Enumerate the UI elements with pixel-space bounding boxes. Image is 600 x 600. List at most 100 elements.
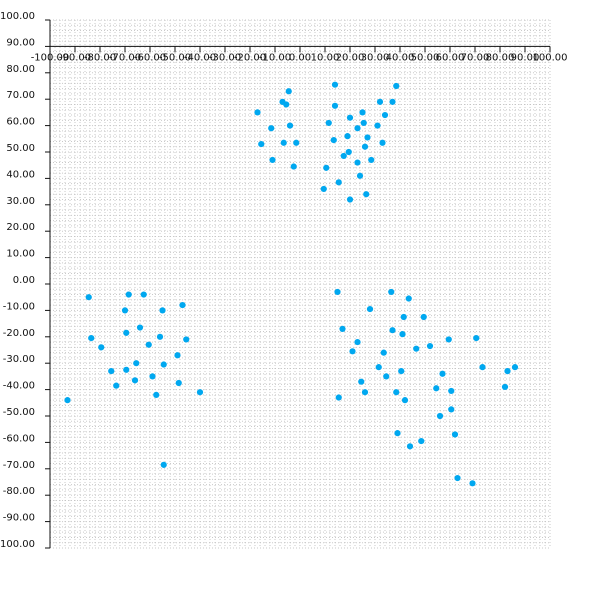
data-point — [400, 313, 407, 321]
data-point — [354, 125, 361, 132]
data-point — [254, 109, 261, 116]
data-point — [330, 137, 337, 144]
data-point — [340, 152, 347, 160]
data-point — [160, 361, 167, 368]
y-tick-label: 60.00 — [6, 117, 35, 128]
x-tick-label: 10.00 — [311, 52, 340, 63]
data-point — [293, 139, 300, 146]
data-point — [420, 313, 427, 321]
data-point — [345, 148, 352, 156]
data-point — [439, 370, 446, 377]
data-point — [393, 389, 400, 396]
x-tick-label: -40.00 — [184, 52, 216, 63]
y-tick-label: 80.00 — [6, 64, 35, 75]
y-tick-label: 90.00 — [6, 37, 35, 48]
y-tick-label: 100.00 — [0, 11, 35, 22]
data-point — [364, 134, 371, 141]
data-point — [376, 98, 384, 105]
x-tick-label: 60.00 — [436, 52, 465, 63]
data-points-layer — [64, 81, 519, 487]
y-tick-label: -30.00 — [3, 354, 35, 365]
x-tick-label: 50.00 — [411, 52, 440, 63]
data-point — [368, 156, 375, 164]
data-point — [401, 397, 409, 404]
data-point — [361, 389, 369, 396]
data-point — [426, 342, 434, 350]
x-tick-label: -90.00 — [59, 52, 91, 63]
data-point — [380, 349, 387, 356]
x-tick-label: -50.00 — [159, 52, 191, 63]
data-point — [375, 364, 382, 371]
data-point — [320, 185, 327, 193]
data-point — [379, 139, 386, 146]
data-point — [121, 307, 129, 314]
x-tick-label: 20.00 — [336, 52, 365, 63]
data-point — [389, 327, 396, 334]
data-point — [346, 196, 354, 203]
data-point — [381, 111, 389, 119]
data-point — [366, 305, 374, 313]
data-point — [356, 172, 364, 179]
data-point — [280, 139, 287, 146]
data-point — [179, 302, 186, 309]
x-tick-label: -100.00 — [31, 52, 70, 63]
data-point — [374, 122, 381, 129]
y-tick-label: -100.00 — [0, 539, 35, 550]
data-point — [279, 98, 286, 105]
data-point — [331, 81, 339, 88]
y-tick-label: -60.00 — [3, 433, 35, 444]
data-point — [358, 378, 365, 385]
data-point — [323, 164, 330, 171]
data-point — [346, 114, 354, 121]
x-tick-label: -20.00 — [234, 52, 266, 63]
data-point — [454, 474, 461, 482]
x-tick-label: -10.00 — [259, 52, 291, 63]
data-point — [153, 391, 160, 398]
data-point — [325, 119, 332, 127]
data-point — [140, 291, 147, 298]
data-point — [354, 338, 361, 346]
data-point — [174, 352, 181, 359]
data-point — [393, 82, 400, 90]
data-point — [258, 140, 265, 148]
data-point — [359, 109, 366, 116]
data-point — [331, 102, 339, 109]
y-tick-label: -50.00 — [3, 407, 35, 418]
y-tick-label: -20.00 — [3, 328, 35, 339]
data-point — [360, 119, 367, 127]
data-point — [268, 125, 275, 132]
data-point — [85, 294, 92, 301]
data-point — [344, 133, 351, 140]
data-point — [64, 397, 71, 404]
y-tick-label: 0.00 — [13, 275, 35, 286]
y-tick-label: 50.00 — [6, 143, 35, 154]
x-tick-label: 80.00 — [486, 52, 515, 63]
data-point — [156, 333, 164, 340]
data-point — [479, 364, 486, 371]
data-point — [125, 291, 132, 298]
x-tick-label: 40.00 — [386, 52, 415, 63]
data-point — [501, 383, 509, 391]
data-point — [511, 364, 519, 371]
x-tick-label: 0.00 — [289, 52, 311, 63]
data-point — [335, 394, 342, 401]
data-point — [149, 373, 156, 380]
data-point — [436, 412, 444, 420]
data-point — [175, 379, 182, 387]
data-point — [398, 368, 405, 375]
x-tick-label: -70.00 — [109, 52, 141, 63]
data-point — [399, 331, 406, 338]
data-point — [145, 341, 152, 348]
data-point — [383, 373, 390, 380]
x-tick-label: 100.00 — [533, 52, 568, 63]
data-point — [160, 461, 167, 468]
data-point — [123, 366, 130, 373]
data-point — [334, 288, 341, 296]
data-point — [363, 191, 370, 198]
y-tick-label: -40.00 — [3, 381, 35, 392]
data-point — [388, 288, 395, 296]
data-point — [445, 336, 452, 343]
data-point — [108, 368, 115, 375]
